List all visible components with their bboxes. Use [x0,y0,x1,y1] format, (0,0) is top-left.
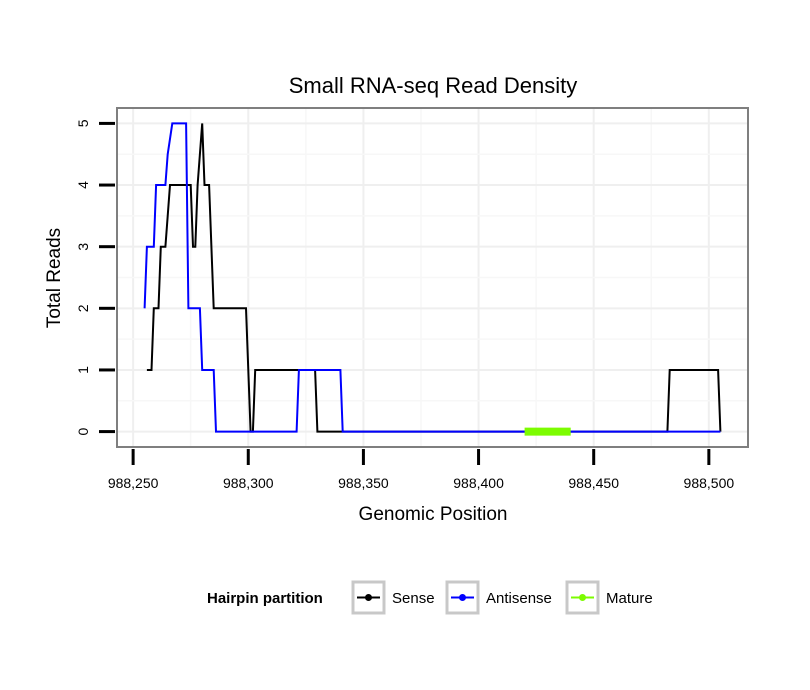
y-tick-label: 4 [75,181,91,189]
y-tick-label: 0 [75,427,91,435]
y-tick-label: 1 [75,366,91,374]
series-line-sense [146,123,722,433]
y-tick-label: 2 [75,304,91,312]
legend-key-point [459,594,466,601]
x-tick-label: 988,450 [568,475,619,491]
y-axis-label: Total Reads [44,228,65,328]
x-axis: 988,250 988,300 988,350 988,400 988,450 988,5… [108,449,735,491]
y-tick-label: 3 [75,243,91,251]
series-layer [143,122,722,436]
y-axis: 0 1 2 3 4 5 [75,119,115,435]
legend: Hairpin partition Sense Antisense Mature [207,580,653,615]
y-tick-label: 5 [75,119,91,127]
legend-label-antisense: Antisense [486,590,552,607]
x-axis-label: Genomic Position [359,504,508,525]
legend-label-sense: Sense [392,590,435,607]
chart-title: Small RNA-seq Read Density [289,73,578,98]
legend-title: Hairpin partition [207,590,323,607]
legend-items: Sense Antisense Mature [351,580,653,615]
plot-panel [116,107,749,448]
series-line-antisense [143,122,721,433]
x-tick-label: 988,350 [338,475,389,491]
x-tick-label: 988,500 [684,475,735,491]
x-tick-label: 988,400 [453,475,504,491]
legend-key-point [365,594,372,601]
legend-key-point [579,594,586,601]
x-tick-label: 988,300 [223,475,274,491]
x-tick-label: 988,250 [108,475,159,491]
legend-label-mature: Mature [606,590,653,607]
